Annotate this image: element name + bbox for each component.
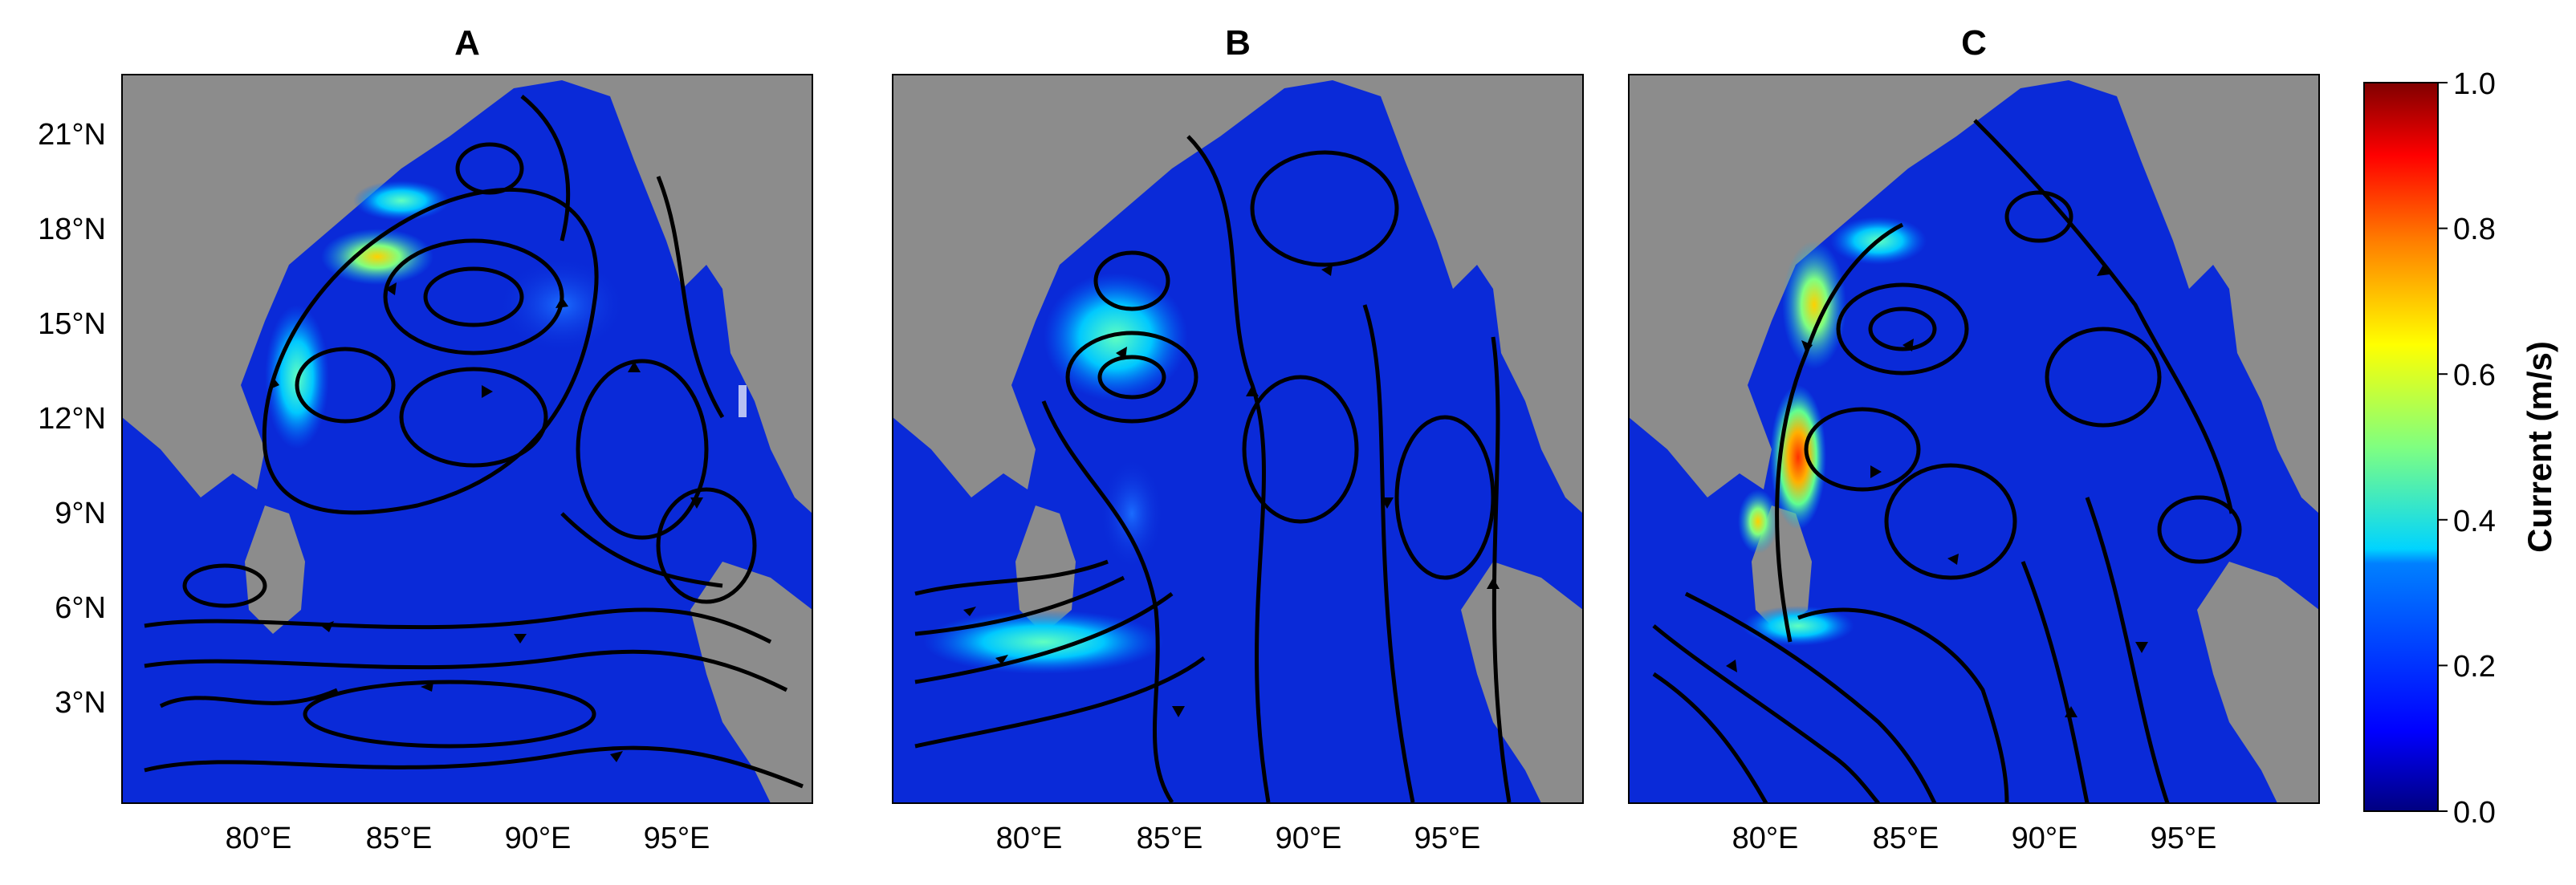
lat-tick-label: 3°N — [55, 686, 106, 720]
streamlines — [144, 95, 804, 789]
lat-tick-label: 18°N — [38, 213, 106, 246]
lon-tick-label: 85°E — [1137, 822, 1203, 855]
panel-b: B — [892, 23, 1584, 855]
panel-c: C — [1628, 23, 2320, 855]
map-frame — [892, 74, 1584, 804]
colorbar-tick-labels: 1.0 0.8 0.6 0.4 0.2 0.0 — [2453, 67, 2496, 830]
colorbar-ticks — [2438, 82, 2448, 812]
colorbar-tick-label: 0.6 — [2453, 359, 2496, 392]
lat-tick-label: 9°N — [55, 497, 106, 530]
lat-tick-label: 15°N — [38, 307, 106, 341]
lon-axis: 80°E 85°E 90°E 95°E — [226, 822, 710, 855]
colorbar-tick-label: 0.2 — [2453, 650, 2496, 684]
lon-tick-label: 80°E — [996, 822, 1063, 855]
colorbar-tick-label: 0.8 — [2453, 213, 2496, 246]
lon-tick-label: 90°E — [1276, 822, 1342, 855]
lon-tick-label: 80°E — [1732, 822, 1799, 855]
lat-tick-label: 21°N — [38, 118, 106, 152]
speed-hotspot — [1100, 457, 1164, 570]
colorbar-tick-label: 0.0 — [2453, 796, 2496, 830]
streamline-arrows — [268, 282, 703, 762]
colorbar-tick-label: 0.4 — [2453, 505, 2496, 538]
colorbar-label: Current (m/s) — [2521, 341, 2558, 553]
speed-hotspot — [1782, 241, 1846, 369]
lat-tick-label: 6°N — [55, 591, 106, 625]
lon-tick-label: 85°E — [1873, 822, 1939, 855]
sri-lanka — [245, 505, 305, 634]
streamline-arrows — [963, 265, 1500, 717]
lon-tick-label: 90°E — [505, 822, 572, 855]
streamlines — [914, 135, 1512, 803]
panel-title: B — [1225, 23, 1251, 63]
streamlines — [1652, 119, 2242, 803]
sri-lanka — [1015, 505, 1076, 634]
speed-hotspot — [321, 229, 433, 285]
map-frame — [1628, 74, 2320, 804]
lon-axis: 80°E 85°E 90°E 95°E — [996, 822, 1481, 855]
panel-title: A — [454, 23, 480, 63]
panel-a: A — [38, 23, 813, 855]
lon-tick-label: 90°E — [2012, 822, 2078, 855]
lon-tick-label: 85°E — [366, 822, 433, 855]
lon-tick-label: 95°E — [2151, 822, 2217, 855]
colorbar-gradient — [2363, 82, 2439, 812]
lat-axis: 21°N 18°N 15°N 12°N 9°N 6°N 3°N — [38, 118, 106, 720]
lon-tick-label: 95°E — [644, 822, 710, 855]
map-frame — [121, 74, 813, 804]
speed-hotspot — [353, 181, 450, 221]
colorbar: 1.0 0.8 0.6 0.4 0.2 0.0 Current (m/s) — [2363, 67, 2558, 830]
streamline-arrows — [1726, 265, 2148, 717]
panel-title: C — [1961, 23, 1987, 63]
island — [739, 385, 747, 417]
speed-hotspot — [1742, 606, 1854, 646]
lat-tick-label: 12°N — [38, 402, 106, 436]
colorbar-tick-label: 1.0 — [2453, 67, 2496, 101]
lon-tick-label: 80°E — [226, 822, 292, 855]
speed-hotspot — [1738, 489, 1778, 554]
lon-axis: 80°E 85°E 90°E 95°E — [1732, 822, 2217, 855]
lon-tick-label: 95°E — [1414, 822, 1481, 855]
